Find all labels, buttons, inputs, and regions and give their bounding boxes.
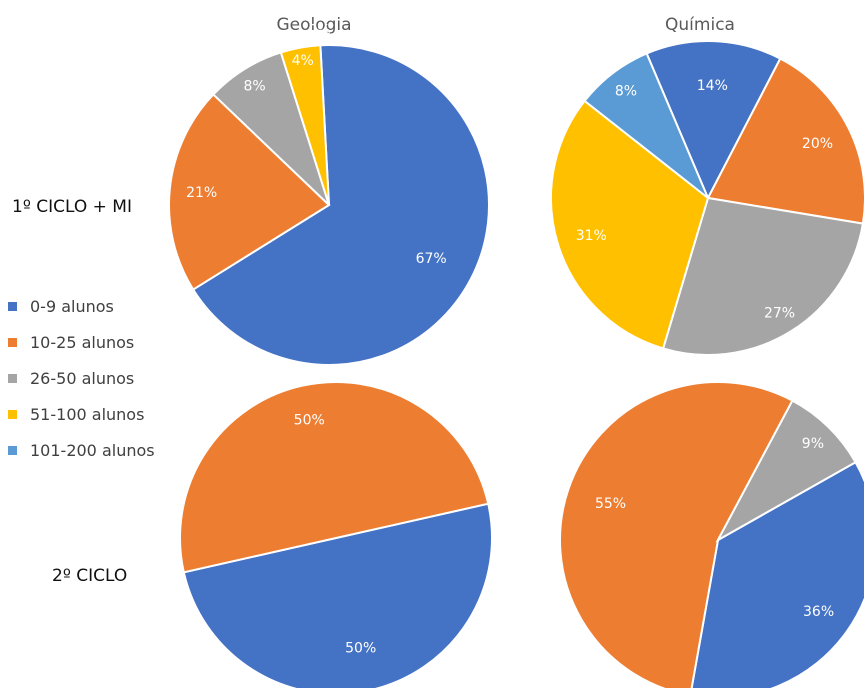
- legend-item: 51-100 alunos: [8, 396, 155, 432]
- title-quimica: Química: [665, 15, 735, 35]
- pie-2: 14% 20% 27% 31% 8%: [550, 40, 864, 356]
- data-label: 27%: [764, 306, 795, 322]
- pie-slice: [550, 99, 710, 350]
- pie-slice: [645, 40, 782, 201]
- data-label: 50%: [294, 412, 325, 428]
- legend-item: 26-50 alunos: [8, 360, 155, 396]
- row-label-1-ciclo: 1º CICLO + MI: [12, 197, 132, 217]
- legend-label: 101-200 alunos: [30, 440, 155, 460]
- data-label: 14%: [697, 78, 728, 94]
- data-label: 0%: [858, 447, 864, 463]
- legend-label: 0-9 alunos: [30, 296, 114, 316]
- pie-1: 67% 21% 8% 4% 0%: [168, 22, 490, 366]
- legend-item: 10-25 alunos: [8, 324, 155, 360]
- legend-swatch: [8, 373, 17, 383]
- pie-3: 50% 50%: [179, 381, 493, 688]
- pie-slice: [690, 460, 864, 688]
- legend-label: 10-25 alunos: [30, 332, 135, 352]
- pie-slice: [279, 44, 330, 206]
- data-label: 36%: [803, 604, 834, 620]
- pie-slice: [559, 381, 794, 688]
- data-label: 4%: [292, 53, 314, 69]
- pie-4: 36%55%9%0%0%: [559, 381, 864, 688]
- data-label: 20%: [802, 136, 833, 152]
- title-geologia: Geologia: [276, 15, 352, 35]
- data-label: 31%: [576, 228, 607, 244]
- legend: 0-9 alunos 10-25 alunos 26-50 alunos 51-100…: [8, 288, 155, 468]
- data-label: 0%: [308, 22, 330, 38]
- pie-slice: [583, 52, 709, 199]
- legend-swatch: [8, 409, 17, 419]
- pie-slice: [168, 93, 331, 291]
- legend-swatch: [8, 337, 17, 347]
- legend-swatch: [8, 445, 17, 455]
- data-label: 67%: [416, 251, 447, 267]
- data-label: 8%: [615, 84, 637, 100]
- legend-swatch: [8, 301, 17, 311]
- data-label: 21%: [186, 185, 217, 201]
- legend-item: 101-200 alunos: [8, 432, 155, 468]
- data-label: 0%: [858, 447, 864, 463]
- legend-item: 0-9 alunos: [8, 288, 155, 324]
- pie-slice: [661, 196, 864, 356]
- pie-slice: [706, 57, 864, 225]
- legend-label: 26-50 alunos: [30, 368, 135, 388]
- pie-slice: [191, 44, 490, 366]
- data-label: 9%: [802, 436, 824, 452]
- data-label: 8%: [243, 78, 265, 94]
- pie-slice: [179, 381, 490, 574]
- legend-label: 51-100 alunos: [30, 404, 145, 424]
- pie-slice: [182, 502, 493, 688]
- pie-slice: [715, 399, 857, 543]
- data-label: 50%: [345, 641, 376, 657]
- data-label: 55%: [595, 496, 626, 512]
- row-label-2-ciclo: 2º CICLO: [52, 566, 128, 586]
